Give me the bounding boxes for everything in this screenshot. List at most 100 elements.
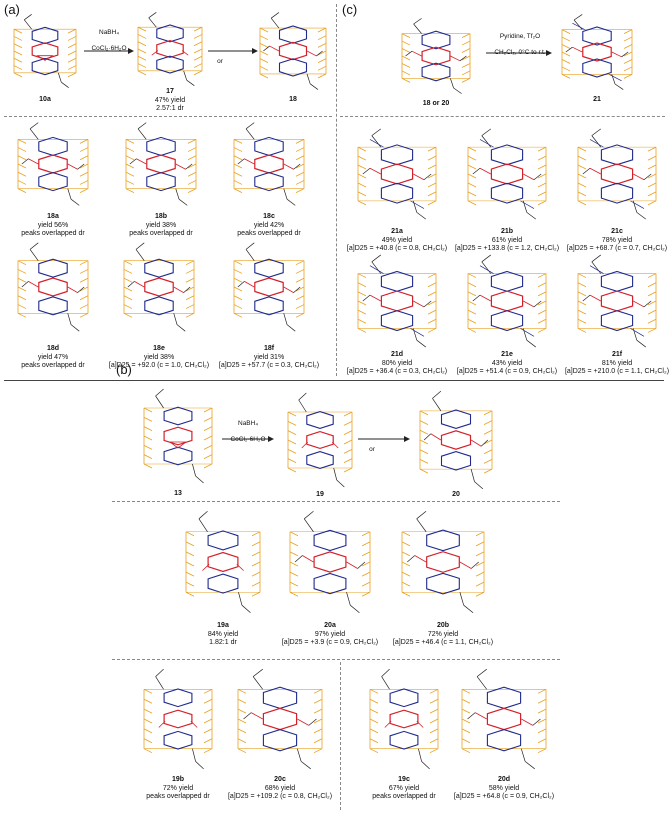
caption-20a: 20a 97% yield [a]D25 = +3.9 (c = 0.9, CH₂C… — [273, 622, 388, 648]
compound-id: 17 — [166, 88, 174, 95]
compound-line2: [a]D25 = +36.4 (c = 0.3, CH₂Cl₂) — [346, 368, 448, 375]
compound-line1: 72% yield — [427, 630, 459, 638]
divider-a-top — [4, 116, 332, 117]
compound-line1: 61% yield — [491, 236, 523, 244]
compound-line1: 49% yield — [381, 236, 413, 244]
caption-20c: 20c 68% yield [a]D25 = +109.2 (c = 0.8, CH… — [223, 776, 338, 802]
caption-19a: 19a 84% yield 1.82:1 dr — [183, 622, 263, 648]
molecule-20d — [456, 666, 552, 772]
caption-21e: 21e 43% yield [a]D25 = +51.4 (c = 0.9, CH₂… — [450, 351, 565, 377]
panel-label-c: (c) — [342, 2, 358, 17]
caption-a-start: 10a — [25, 96, 65, 105]
compound-line2: 1.82:1 dr — [209, 639, 237, 646]
compound-id: 18f — [263, 345, 275, 352]
divider-b-bottom — [340, 662, 341, 810]
caption-c-prod: 21 — [577, 96, 617, 105]
reagent-b1: NaBH₄ CoCl₂·6H₂O — [222, 420, 274, 443]
caption-21a: 21a 49% yield [a]D25 = +40.8 (c = 0.8, CH₂… — [340, 228, 455, 254]
compound-id: 18 or 20 — [422, 100, 450, 107]
compound-id: 21a — [391, 228, 403, 235]
panel-label-a: (a) — [4, 2, 20, 17]
compound-line1: 81% yield — [601, 359, 633, 367]
compound-line1: 43% yield — [491, 359, 523, 367]
caption-18c: 18c yield 42% peaks overlapped dr — [224, 213, 314, 239]
compound-line2: [a]D25 = +57.7 (c = 0.3, CH₂Cl₂) — [218, 362, 320, 369]
compound-id: 18d — [46, 345, 60, 352]
caption-19c: 19c 67% yield peaks overlapped dr — [359, 776, 449, 802]
compound-line2: 2.57:1 dr — [156, 105, 184, 112]
compound-id: 18c — [263, 213, 275, 220]
reagent-a2-or: or — [217, 58, 223, 65]
molecule-18a — [12, 120, 94, 208]
reagent-a1-line2: CoCl₂·6H₂O — [91, 45, 127, 52]
reagent-b1-line2: CoCl₂·6H₂O — [230, 436, 266, 443]
molecule-19c — [364, 666, 444, 772]
caption-18e: 18e yield 38% [a]D25 = +92.0 (c = 1.0, CH₂… — [104, 345, 214, 371]
compound-id: 21f — [611, 351, 623, 358]
molecule-b-start — [138, 386, 218, 486]
compound-line1: 97% yield — [314, 630, 346, 638]
caption-21b: 21b 61% yield [a]D25 = +133.8 (c = 1.2, CH… — [450, 228, 565, 254]
compound-line1: yield 47% — [37, 353, 69, 361]
molecule-20c — [232, 666, 328, 772]
molecule-21f — [572, 252, 662, 350]
caption-a-prod: 18 — [273, 96, 313, 105]
molecule-b-int — [282, 390, 358, 490]
reagent-c-line1: Pyridine, Tf₂O — [499, 33, 541, 40]
molecule-19b — [138, 666, 218, 772]
compound-line1: yield 31% — [253, 353, 285, 361]
compound-line2: [a]D25 = +68.7 (c = 0.7, CH₂Cl₂) — [566, 245, 668, 252]
reagent-b1-line1: NaBH₄ — [238, 420, 258, 427]
molecule-a-prod — [254, 10, 332, 92]
molecule-c-start — [396, 16, 476, 96]
molecule-c-prod — [556, 12, 638, 92]
molecule-21e — [462, 252, 552, 350]
molecule-18f — [228, 240, 310, 334]
compound-id: 19c — [398, 776, 410, 783]
compound-line2: peaks overlapped dr — [237, 230, 301, 237]
compound-id: 10a — [39, 96, 51, 103]
compound-id: 13 — [174, 490, 182, 497]
compound-id: 21b — [500, 228, 514, 235]
compound-line1: 80% yield — [381, 359, 413, 367]
molecule-18e — [118, 240, 200, 334]
caption-21d: 21d 80% yield [a]D25 = +36.4 (c = 0.3, CH₂… — [340, 351, 455, 377]
reagent-a1: NaBH₄ CoCl₂·6H₂O — [84, 29, 134, 52]
compound-id: 19a — [217, 622, 229, 629]
caption-21f: 21f 81% yield [a]D25 = +210.0 (c = 1.1, CH… — [560, 351, 669, 377]
compound-line1: yield 56% — [37, 221, 69, 229]
compound-id: 18e — [153, 345, 165, 352]
molecule-19a — [180, 508, 266, 616]
compound-id: 21c — [611, 228, 623, 235]
molecule-a-int — [132, 10, 208, 88]
divider-b-mid — [112, 659, 560, 660]
compound-line1: 78% yield — [601, 236, 633, 244]
compound-line2: [a]D25 = +51.4 (c = 0.9, CH₂Cl₂) — [456, 368, 558, 375]
compound-line2: [a]D25 = +210.0 (c = 1.1, CH₂Cl₂) — [564, 368, 669, 375]
caption-19b: 19b 72% yield peaks overlapped dr — [133, 776, 223, 802]
compound-line2: [a]D25 = +109.2 (c = 0.8, CH₂Cl₂) — [227, 793, 333, 800]
molecule-b-prod — [414, 388, 498, 492]
caption-b-start: 13 — [158, 490, 198, 499]
compound-line1: yield 42% — [253, 221, 285, 229]
divider-a-c — [336, 4, 337, 376]
compound-line2: [a]D25 = +133.8 (c = 1.2, CH₂Cl₂) — [454, 245, 560, 252]
compound-line1: 68% yield — [264, 784, 296, 792]
compound-line2: peaks overlapped dr — [146, 793, 210, 800]
compound-id: 19b — [171, 776, 185, 783]
caption-21c: 21c 78% yield [a]D25 = +68.7 (c = 0.7, CH₂… — [560, 228, 669, 254]
caption-a-int: 17 47% yield 2.57:1 dr — [140, 88, 200, 114]
caption-b-prod: 20 — [436, 491, 476, 500]
compound-line1: 72% yield — [162, 784, 194, 792]
compound-id: 20c — [274, 776, 286, 783]
compound-id: 21d — [390, 351, 404, 358]
arrow-a1 — [84, 48, 134, 54]
compound-line1: 47% yield — [154, 96, 186, 104]
molecule-18d — [12, 240, 94, 334]
caption-20d: 20d 58% yield [a]D25 = +64.8 (c = 0.9, CH₂… — [447, 776, 562, 802]
compound-line2: peaks overlapped dr — [129, 230, 193, 237]
compound-line2: peaks overlapped dr — [21, 362, 85, 369]
molecule-21b — [462, 126, 552, 222]
compound-id: 18a — [47, 213, 59, 220]
